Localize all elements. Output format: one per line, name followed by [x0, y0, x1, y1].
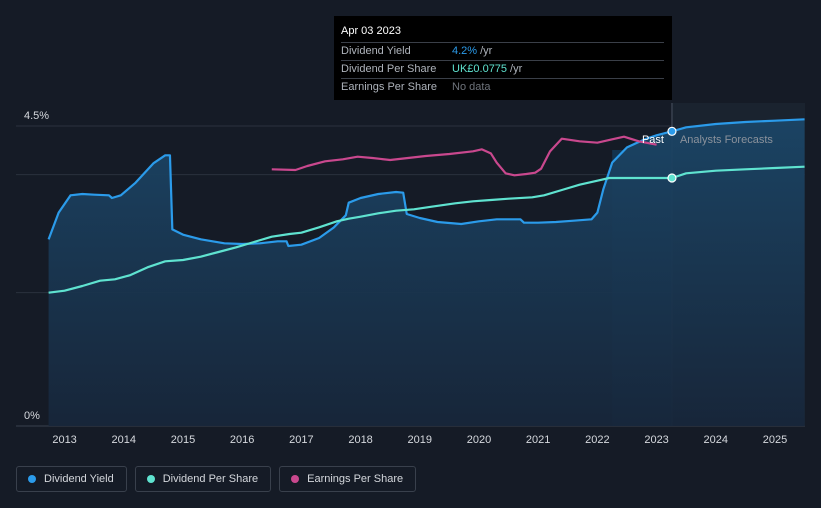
legend-dot-earnings-per-share: [291, 475, 300, 483]
x-tick-label: 2021: [526, 434, 550, 446]
tooltip-label: Dividend Yield: [341, 45, 411, 57]
tooltip-value: UK£0.0775: [452, 63, 508, 75]
chart-tooltip: Apr 03 2023 Dividend Yield 4.2% /yr Divi…: [334, 16, 672, 100]
tooltip-label: Earnings Per Share: [341, 81, 437, 93]
legend-label: Dividend Per Share: [162, 473, 259, 485]
y-tick-label: 4.5%: [24, 110, 49, 122]
forecast-label: Analysts Forecasts: [680, 134, 773, 146]
legend-item-dividend-yield[interactable]: Dividend Yield: [16, 466, 127, 492]
x-tick-label: 2013: [52, 434, 76, 446]
past-label: Past: [642, 134, 664, 146]
x-tick-label: 2022: [585, 434, 609, 446]
hover-markers: [667, 126, 677, 183]
legend-dot-dividend-per-share: [146, 475, 155, 483]
tooltip-row-dividend-per-share: Dividend Per Share UK£0.0775 /yr: [341, 60, 664, 78]
dividend-per-share-line: [48, 165, 805, 294]
x-tick-label: 2020: [467, 434, 491, 446]
tooltip-row-earnings-per-share: Earnings Per Share No data: [341, 78, 664, 96]
x-tick-label: 2018: [348, 434, 372, 446]
tooltip-label: Dividend Per Share: [341, 63, 437, 75]
y-tick-label: 0%: [24, 410, 40, 422]
yield-area: [48, 119, 805, 426]
tooltip-value: No data: [452, 81, 491, 93]
legend-item-earnings-per-share[interactable]: Earnings Per Share: [279, 466, 417, 492]
axis-labels: 4.5% 0% 2013 2014 2015 2016 2017 2018 2019 2020 20…: [24, 110, 787, 446]
dividend-yield-area: [48, 119, 805, 426]
dividend-yield-line: [47, 118, 805, 248]
tooltip-unit: /yr: [510, 63, 523, 75]
x-tick-label: 2015: [171, 434, 195, 446]
x-tick-label: 2024: [704, 434, 728, 446]
tooltip-date: Apr 03 2023: [341, 25, 401, 37]
x-tick-label: 2023: [644, 434, 668, 446]
x-tick-label: 2019: [408, 434, 432, 446]
chart-legend: Dividend Yield Dividend Per Share Earnin…: [16, 466, 417, 492]
tooltip-unit: /yr: [480, 45, 493, 57]
dividend-yield-marker: [667, 126, 677, 136]
legend-item-dividend-per-share[interactable]: Dividend Per Share: [134, 466, 272, 492]
tooltip-row-dividend-yield: Dividend Yield 4.2% /yr: [341, 42, 664, 60]
legend-dot-dividend-yield: [28, 475, 36, 483]
legend-label: Earnings Per Share: [307, 473, 404, 485]
legend-label: Dividend Yield: [44, 473, 114, 485]
series-lines: [47, 118, 805, 294]
x-tick-label: 2017: [289, 434, 313, 446]
earnings-per-share-line: [271, 135, 657, 177]
tooltip-value: 4.2%: [452, 45, 478, 57]
x-tick-label: 2025: [763, 434, 787, 446]
dividend-per-share-marker: [667, 173, 677, 183]
x-tick-label: 2016: [230, 434, 254, 446]
x-tick-label: 2014: [112, 434, 136, 446]
